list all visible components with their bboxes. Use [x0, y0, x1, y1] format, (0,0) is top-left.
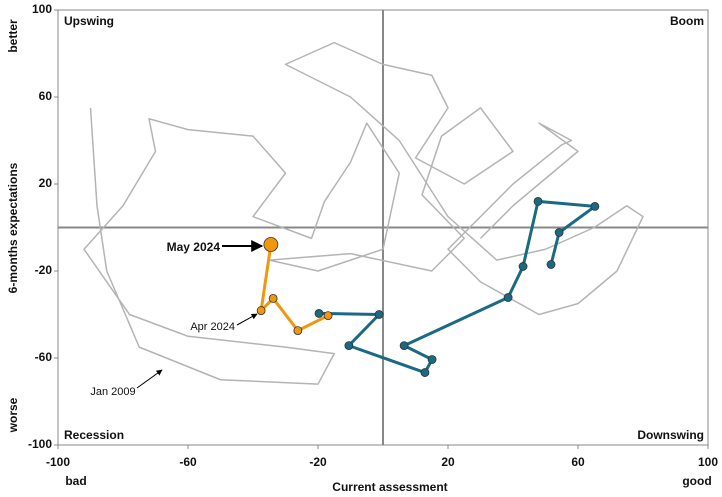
- data-point: [293, 326, 303, 335]
- y-tick-label: -60: [35, 350, 53, 364]
- quadrant-label: Downswing: [637, 428, 704, 442]
- data-point: [399, 341, 409, 351]
- annotation: Jan 2009: [90, 386, 135, 398]
- y-axis-label: 6-months expectations: [6, 162, 20, 293]
- x-tick-label: 20: [441, 455, 455, 469]
- data-point: [533, 196, 543, 206]
- annotation-arrow: [136, 369, 163, 389]
- data-point: [314, 309, 324, 318]
- annotation: May 2024: [167, 240, 221, 254]
- y-end-label: better: [6, 19, 20, 53]
- data-point: [263, 237, 279, 252]
- x-tick-label: -60: [179, 455, 197, 469]
- data-point: [427, 355, 437, 364]
- annotation-arrow: [236, 313, 258, 326]
- data-point: [590, 202, 600, 211]
- quadrant-label: Boom: [670, 14, 704, 28]
- data-point: [518, 262, 528, 271]
- y-tick-label: -20: [35, 263, 53, 277]
- x-tick-label: 60: [571, 455, 585, 469]
- data-point: [420, 368, 430, 377]
- data-point: [374, 310, 384, 319]
- y-tick-label: -100: [28, 437, 52, 451]
- quadrant-label: Upswing: [64, 14, 114, 28]
- data-point: [546, 260, 556, 269]
- x-end-label: bad: [65, 474, 86, 488]
- x-tick-label: 100: [698, 455, 718, 469]
- y-tick-label: 100: [32, 2, 52, 16]
- x-end-label: good: [682, 474, 711, 488]
- y-end-label: worse: [6, 397, 20, 433]
- data-point: [323, 311, 333, 320]
- quadrant-label: Recession: [64, 428, 124, 442]
- series-line: [83, 41, 644, 385]
- x-tick-label: -20: [309, 455, 327, 469]
- x-tick-label: -100: [46, 455, 70, 469]
- data-point: [256, 306, 266, 315]
- series-line: [318, 199, 597, 375]
- x-axis-label: Current assessment: [332, 480, 447, 494]
- data-point: [268, 294, 278, 303]
- data-point: [503, 293, 513, 302]
- annotation: Apr 2024: [190, 321, 235, 333]
- y-tick-label: 20: [39, 176, 53, 190]
- data-point: [554, 228, 564, 237]
- y-tick-label: 60: [39, 89, 53, 103]
- data-point: [344, 341, 354, 351]
